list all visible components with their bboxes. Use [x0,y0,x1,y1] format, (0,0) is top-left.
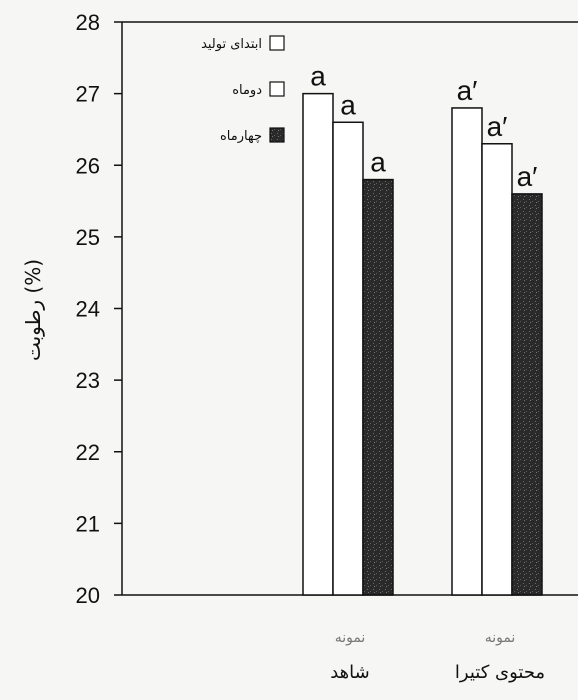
bar [481,143,513,596]
category-label-line1: نمونه [335,630,366,646]
legend-swatch [269,127,285,143]
y-axis-ticks: 20 21 22 23 24 25 26 27 28 [76,10,122,608]
legend-label: دوماه [232,83,262,98]
bar-data-label: a [340,89,356,120]
bar-data-label: a′ [457,75,478,106]
bar [362,178,394,596]
category-label-line2: شاهد [330,662,370,683]
bar [302,92,334,596]
legend: ابتدای تولید دوماه چهارماه [201,35,285,144]
category-label-line1: نمونه [485,630,516,646]
bar-data-label: a′ [487,111,508,142]
category-labels: نمونه شاهد نمونه محتوی کتیرا [330,630,545,683]
bar-data-label: a′ [517,161,538,192]
y-tick-label: 24 [76,297,100,322]
bar [511,193,543,596]
y-tick-label: 23 [76,368,100,393]
y-tick-label: 25 [76,225,100,250]
bar [451,107,483,596]
y-tick-label: 26 [76,153,100,178]
bar-data-label: a [370,147,386,178]
y-tick-label: 27 [76,82,100,107]
y-tick-label: 21 [76,511,100,536]
legend-swatch [269,35,285,51]
bar-data-label: a [310,61,326,92]
legend-swatch [269,81,285,97]
legend-label: چهارماه [220,129,262,144]
legend-label: ابتدای تولید [201,37,262,52]
bar [332,121,364,596]
y-tick-label: 22 [76,440,100,465]
y-axis-label: رطوبت (%) [21,259,45,361]
y-tick-label: 20 [76,583,100,608]
y-tick-label: 28 [76,10,100,35]
bars-group: a a′ a a′ a a′ [302,61,543,596]
category-label-line2: محتوی کتیرا [455,662,545,683]
